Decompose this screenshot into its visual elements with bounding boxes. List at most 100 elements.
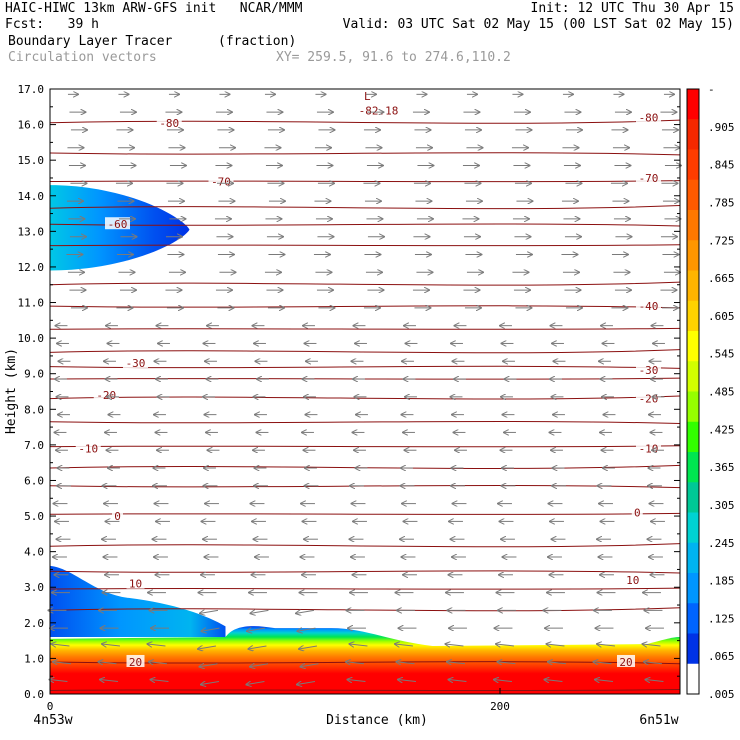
y-tick-label: 11.0 [18,297,45,310]
y-tick-label: 4.0 [24,546,44,559]
circulation-vector [246,682,265,685]
field-units: (fraction) [218,34,297,49]
y-tick-label: 7.0 [24,439,44,452]
circulation-vector [445,644,464,646]
circulation-vector [102,644,121,646]
x-end-label-right: 6n51w [639,713,678,728]
circulation-vector [297,628,316,631]
colorbar-swatch [687,603,699,634]
circulation-vector [201,628,220,631]
isotherm-label-bg [75,441,101,454]
colorbar-frame [686,88,700,695]
colorbar-label: .425 [708,423,735,436]
circulation-vector [147,644,166,646]
circulation-vector [247,628,266,631]
isotherm-label: 0 [114,510,121,523]
circulation-vector [593,662,612,664]
model-title: HAIC-HIWC 13km ARW-GFS init NCAR/MMM [5,1,303,16]
y-tick-label: 17.0 [18,83,45,96]
colorbar-swatch [687,300,699,332]
isotherm-label: -20 [96,389,116,402]
isotherm-line [49,281,681,286]
y-tick-label: 9.0 [24,368,44,381]
isotherm-label-bg [126,576,145,589]
colorbar-label: .605 [708,310,735,323]
isotherm-label-bg [105,217,130,230]
colorbar-swatch [687,119,699,150]
isotherm-label-bg [623,573,642,586]
colorbar-swatch [687,210,699,241]
circulation-vector [149,662,168,664]
circulation-vector [497,662,516,664]
isotherm-line [49,689,681,692]
x-axis-label: Distance (km) [326,713,428,728]
circulation-vector [248,646,267,649]
x-end-label-left: 4n53w [33,713,72,728]
circulation-vector [100,680,119,682]
circulation-vector [447,662,466,664]
isotherm-label: -20 [639,393,659,406]
isotherm-line [49,543,681,548]
colorbar-swatch [687,512,699,544]
colorbar-label: .305 [708,499,735,512]
colorbar-swatch [687,179,699,211]
colorbar-label: .125 [708,612,735,625]
circulation-vector [51,644,70,646]
y-tick-label: 8.0 [24,403,44,416]
isotherm-label: -30 [639,364,659,377]
isotherm-line [49,420,681,425]
colorbar-label: .245 [708,537,735,550]
colorbar-swatch [687,482,699,513]
colorbar-label: .065 [708,650,735,663]
y-tick-label: 12.0 [18,261,45,274]
isotherm-label: -80 [159,117,179,130]
colorbar-swatch [687,89,699,120]
isotherm-line [49,395,681,400]
isotherm-line [49,180,681,183]
colorbar-swatch [687,633,699,665]
circulation-vector [300,664,319,667]
cross-section-xy: XY= 259.5, 91.6 to 274.6,110.2 [276,50,511,65]
isotherm-line [49,570,681,574]
circulation-vector [200,610,219,613]
circulation-vector [297,682,316,685]
isotherm-line [49,445,681,448]
isotherm-label: -80 [639,111,659,124]
colorbar-swatch [687,331,699,362]
circulation-vector [199,664,218,667]
circulation-vector [597,644,616,646]
isotherm-label: -10 [639,442,659,455]
isotherm-label-bg [156,115,182,128]
y-tick-label: 1.0 [24,652,44,665]
tracer-mid-layer [50,565,226,638]
circulation-vector [546,644,565,646]
circulation-vector [544,680,563,682]
colorbar-label: - [708,83,715,96]
tracer-boundary-layer [50,626,680,694]
colorbar-swatch [687,452,699,483]
isotherm-label: 20 [129,656,142,669]
y-tick-label: 15.0 [18,154,45,167]
circulation-vector [250,664,269,667]
isotherm-label-bg [631,505,643,518]
valid-time: Valid: 03 UTC Sat 02 May 15 (00 LST Sat … [342,17,734,32]
y-tick-label: 2.0 [24,617,44,630]
colorbar-label: .005 [708,688,735,701]
circulation-vector [296,610,315,613]
circulation-vector [198,646,217,649]
isotherm-label-bg [112,509,123,522]
colorbar-swatch [687,663,699,695]
circulation-vector [396,662,415,664]
y-tick-label: 16.0 [18,119,45,132]
circulation-vector [494,680,513,682]
isotherm-label: 0 [634,507,641,520]
colorbar-swatch [687,240,699,271]
isotherm-label-bg [636,299,661,312]
field-name: Boundary Layer Tracer [8,34,173,49]
vector-name: Circulation vectors [8,50,157,65]
circulation-vector [98,662,117,664]
colorbar-label: .545 [708,348,735,361]
colorbar-label: .485 [708,386,735,399]
isotherm-line [49,377,681,380]
forecast-hour: Fcst: 39 h [5,17,99,32]
